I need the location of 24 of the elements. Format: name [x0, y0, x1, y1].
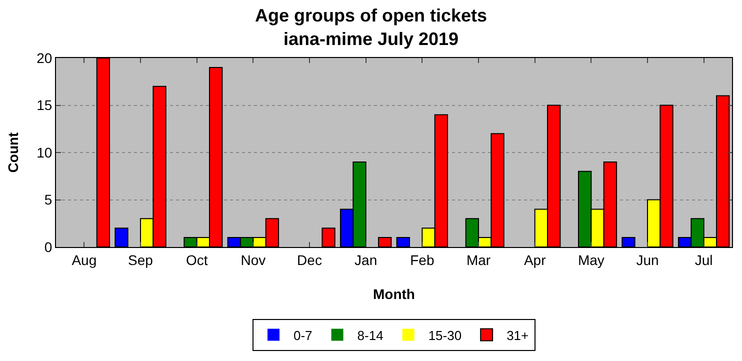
x-tick-label: Dec — [297, 252, 322, 268]
legend-label: 31+ — [506, 328, 529, 343]
x-tick-label: May — [578, 252, 604, 268]
x-tick-label: Mar — [466, 252, 491, 268]
x-axis-title: Month — [373, 286, 415, 302]
y-tick-label: 5 — [44, 192, 52, 208]
x-tick-label: Aug — [72, 252, 97, 268]
x-tick-label: Jan — [354, 252, 378, 268]
chart-title: Age groups of open tickets iana-mime July 2019 — [254, 6, 488, 50]
legend-label: 8-14 — [357, 328, 384, 343]
x-tick-label: Nov — [240, 252, 266, 268]
x-tick-label: Sep — [128, 252, 154, 268]
legend-label: 0-7 — [294, 328, 312, 343]
y-axis-title: Count — [5, 132, 21, 173]
y-tick-label: 20 — [36, 50, 52, 66]
y-tick-label: 15 — [36, 97, 52, 114]
x-tick-label: Feb — [410, 252, 434, 268]
x-tick-label: Apr — [524, 252, 546, 268]
x-tick-label: Oct — [186, 252, 208, 268]
y-tick-label: 0 — [44, 238, 52, 255]
x-tick-label: Jun — [636, 252, 659, 268]
x-tick-label: Jul — [694, 252, 713, 268]
y-tick-label: 10 — [36, 144, 52, 160]
legend-label: 15-30 — [428, 328, 462, 343]
